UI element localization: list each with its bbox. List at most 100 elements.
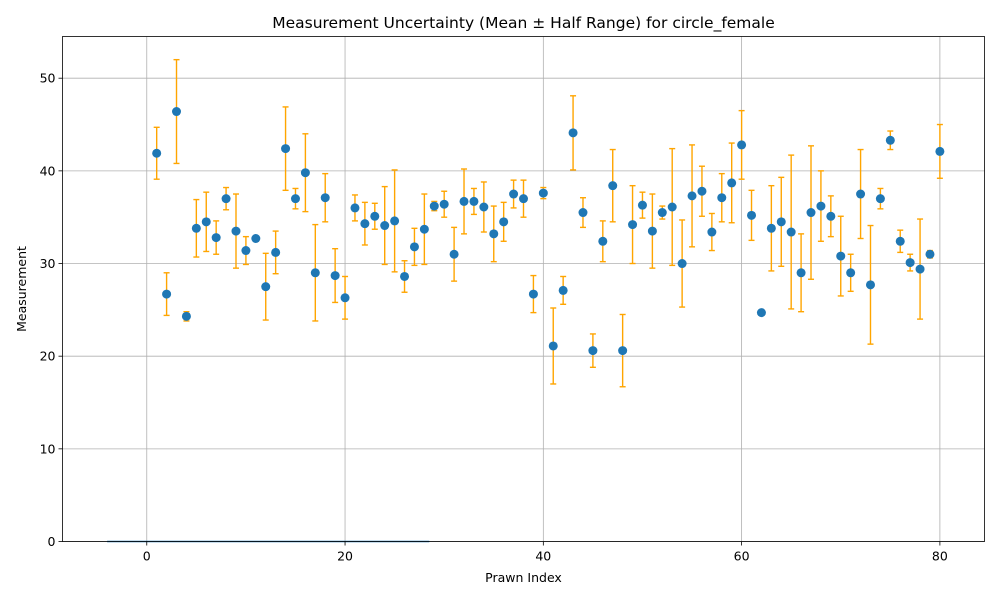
data-point xyxy=(162,289,172,299)
data-point xyxy=(836,251,846,261)
data-point xyxy=(300,168,310,178)
data-point xyxy=(231,226,241,236)
plot-frame xyxy=(62,36,985,542)
data-point xyxy=(211,233,221,243)
data-point xyxy=(707,227,717,237)
data-point xyxy=(330,271,340,281)
y-tick-label: 50 xyxy=(40,71,56,86)
chart-title: Measurement Uncertainty (Mean ± Half Ran… xyxy=(272,14,775,33)
x-axis-label: Prawn Index xyxy=(485,570,562,585)
data-point xyxy=(261,282,271,292)
data-point xyxy=(449,249,459,259)
y-tick-label: 0 xyxy=(48,534,56,549)
x-axis-ticks: 0 20 40 60 80 xyxy=(143,541,948,564)
data-point xyxy=(637,200,647,210)
data-point xyxy=(290,194,300,204)
y-tick-label: 30 xyxy=(40,256,56,271)
y-tick-label: 10 xyxy=(40,441,56,456)
x-tick-label: 80 xyxy=(932,549,948,564)
data-point xyxy=(766,223,776,233)
data-point xyxy=(340,293,350,303)
data-point xyxy=(439,199,449,209)
data-point xyxy=(409,242,419,252)
data-point xyxy=(469,196,479,206)
data-point xyxy=(320,193,330,203)
x-tick-label: 40 xyxy=(535,549,551,564)
data-point xyxy=(390,216,400,226)
data-point xyxy=(489,229,499,239)
y-axis-ticks: 0 10 20 30 40 50 xyxy=(40,71,63,549)
data-point xyxy=(459,196,469,206)
y-tick-label: 40 xyxy=(40,163,56,178)
data-point xyxy=(657,208,667,218)
data-point xyxy=(756,308,766,318)
data-point xyxy=(826,211,836,221)
data-point xyxy=(608,181,618,191)
data-point xyxy=(856,189,866,199)
data-point xyxy=(925,249,935,259)
data-point xyxy=(172,107,182,117)
y-axis-label: Measurement xyxy=(14,246,29,332)
data-point xyxy=(281,144,291,154)
data-point xyxy=(895,236,905,246)
data-point xyxy=(727,178,737,188)
error-bars xyxy=(153,58,943,388)
data-point xyxy=(865,280,875,290)
data-point xyxy=(776,217,786,227)
data-point xyxy=(419,224,429,234)
x-tick-label: 20 xyxy=(337,549,353,564)
data-point xyxy=(310,268,320,278)
data-point xyxy=(380,221,390,231)
data-point xyxy=(578,208,588,218)
data-point xyxy=(538,188,548,198)
data-point xyxy=(191,223,201,233)
y-tick-label: 20 xyxy=(40,349,56,364)
data-point xyxy=(806,208,816,218)
data-point xyxy=(429,201,439,211)
data-point xyxy=(519,194,528,204)
data-point xyxy=(687,191,697,201)
data-point xyxy=(786,227,796,237)
data-point xyxy=(647,226,657,236)
data-point xyxy=(875,194,885,204)
data-point xyxy=(271,247,281,257)
data-point xyxy=(528,289,538,299)
data-point xyxy=(796,268,806,278)
data-point xyxy=(509,189,519,199)
data-point xyxy=(360,219,370,229)
grid-lines xyxy=(62,36,985,542)
data-point xyxy=(915,264,925,274)
data-point xyxy=(350,203,360,213)
data-point xyxy=(885,135,895,145)
data-point xyxy=(221,194,231,204)
data-point xyxy=(846,268,856,278)
data-point xyxy=(747,210,757,220)
data-point xyxy=(618,346,628,356)
data-point xyxy=(370,211,380,221)
data-point xyxy=(479,202,489,212)
data-point xyxy=(181,311,191,321)
data-point xyxy=(251,234,261,243)
data-point xyxy=(568,128,578,138)
data-point xyxy=(905,258,915,268)
x-tick-label: 60 xyxy=(734,549,750,564)
data-point xyxy=(558,285,568,295)
data-point xyxy=(667,202,677,212)
data-point xyxy=(677,259,687,269)
x-tick-label: 0 xyxy=(143,549,151,564)
data-point xyxy=(816,201,826,211)
data-point xyxy=(588,346,598,356)
data-point xyxy=(717,193,727,203)
data-points xyxy=(152,107,945,356)
data-point xyxy=(201,217,211,227)
data-point xyxy=(737,140,747,150)
data-point xyxy=(598,236,608,246)
data-point xyxy=(400,271,410,281)
data-point xyxy=(152,148,162,158)
data-point xyxy=(241,246,251,256)
data-point xyxy=(628,220,638,230)
data-point xyxy=(935,146,945,156)
data-point xyxy=(499,217,509,227)
data-point xyxy=(697,186,707,196)
